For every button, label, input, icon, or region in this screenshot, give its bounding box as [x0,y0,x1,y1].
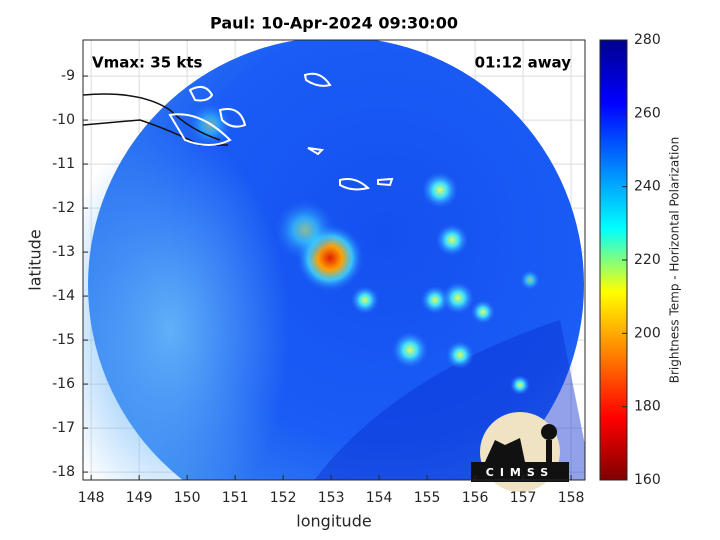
y-tick-label: -10 [52,112,75,128]
colorbar-tick-label: 200 [634,325,661,341]
y-tick-label: -16 [52,376,75,392]
colorbar-tick-label: 220 [634,252,661,268]
x-tick-label: 156 [462,490,489,506]
x-tick-label: 149 [126,490,153,506]
annotation: 01:12 away [475,54,572,72]
colorbar-tick-label: 280 [634,32,661,48]
x-tick-label: 148 [78,490,105,506]
logo: CIMSS [471,412,569,492]
x-tick-label: 157 [510,490,537,506]
y-tick-label: -11 [52,156,75,172]
x-tick-label: 151 [222,490,249,506]
y-tick-label: -12 [52,200,75,216]
swath [83,40,585,480]
colorbar-tick-label: 260 [634,105,661,121]
x-tick-label: 150 [174,490,201,506]
x-tick-label: 154 [366,490,393,506]
y-tick-label: -18 [52,464,75,480]
colorbar-tick-label: 160 [634,472,661,488]
y-tick-label: -14 [52,288,75,304]
x-tick-label: 158 [558,490,585,506]
y-tick-label: -17 [52,420,75,436]
y-tick-label: -15 [52,332,75,348]
y-tick-label: -9 [61,68,75,84]
plot-frame [82,39,586,481]
colorbar-tick-label: 240 [634,179,661,195]
colorbar-tick-label: 180 [634,399,661,415]
annotation: Vmax: 35 kts [92,54,202,72]
chart-title: Paul: 10-Apr-2024 09:30:00 [210,14,458,33]
x-tick-label: 155 [414,490,441,506]
x-axis-label: longitude [296,512,371,531]
y-axis-label: latitude [26,229,45,290]
y-tick-label: -13 [52,244,75,260]
x-tick-label: 153 [318,490,345,506]
colorbar-label: Brightness Temp - Horizontal Polarizatio… [668,137,682,384]
x-tick-label: 152 [270,490,297,506]
logo-text: CIMSS [486,466,554,479]
